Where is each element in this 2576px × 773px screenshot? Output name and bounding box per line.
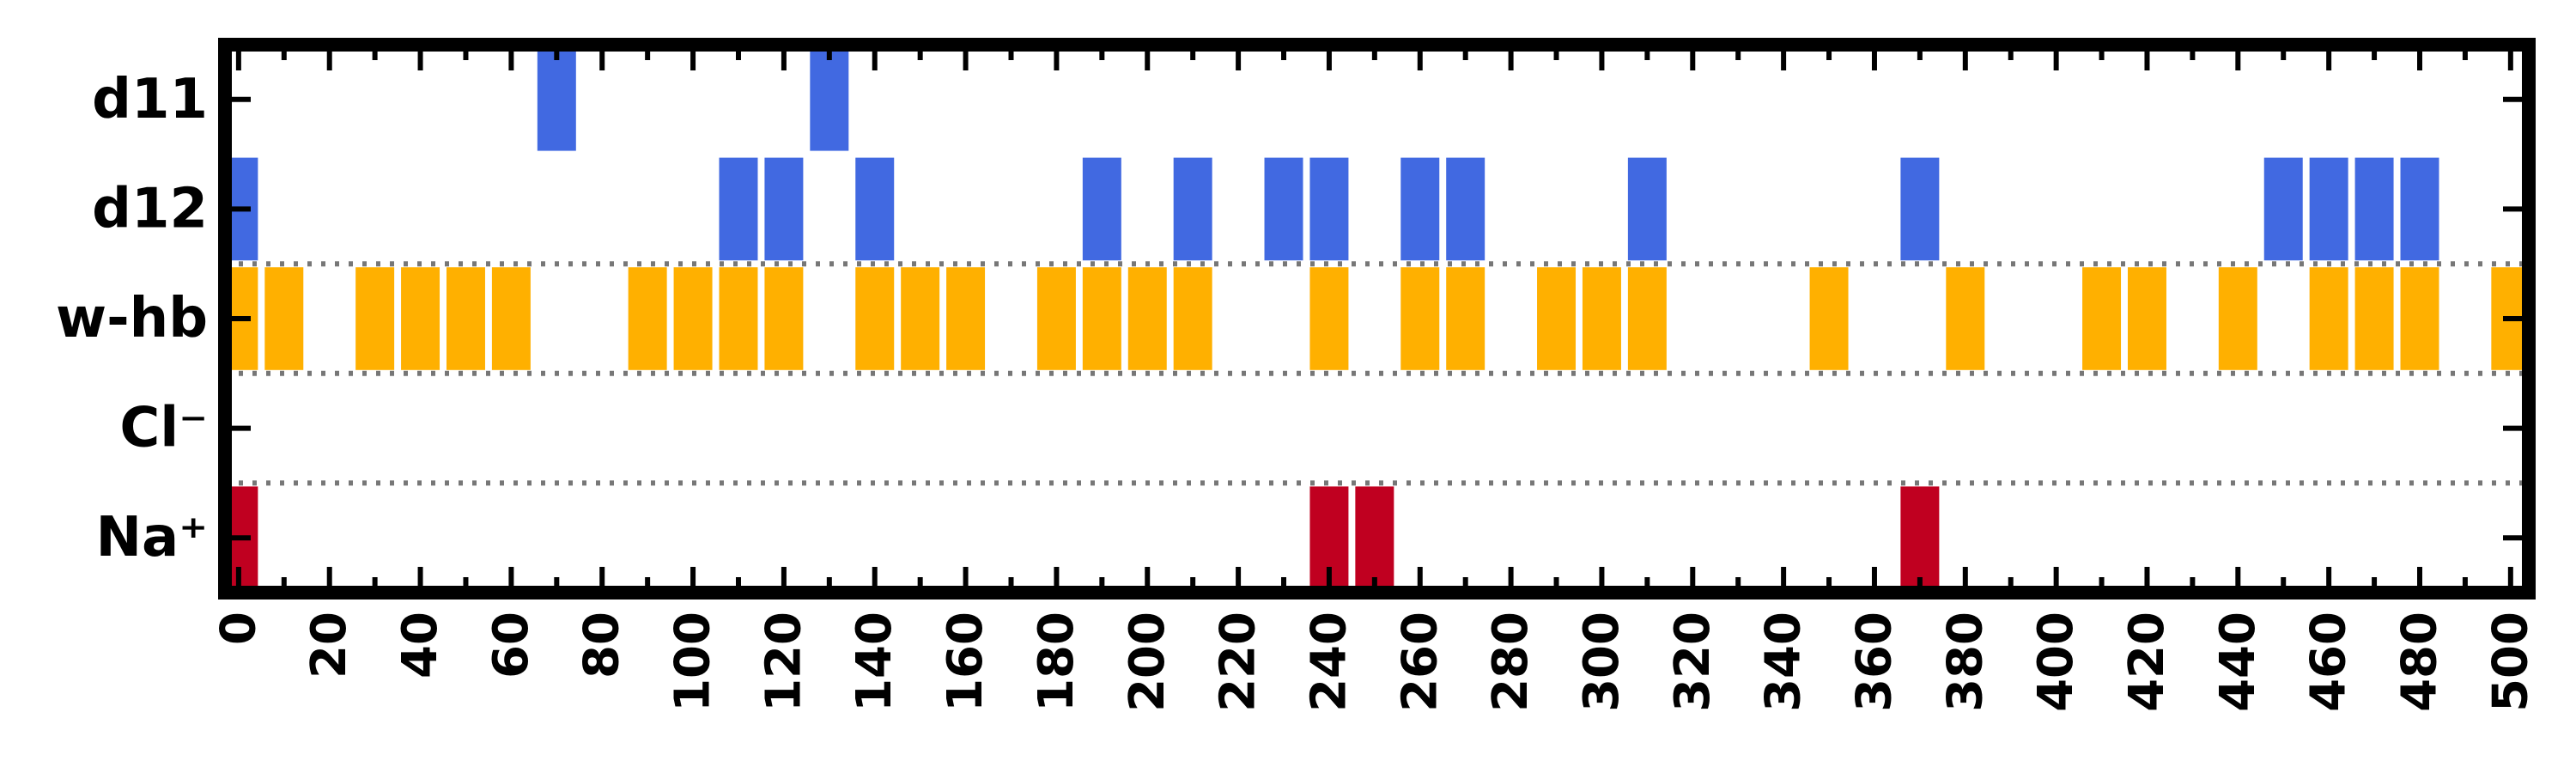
event-bar [2309,267,2348,370]
event-bar [2127,267,2166,370]
x-tick-label: 100 [665,612,721,712]
x-tick-label: 260 [1392,612,1448,712]
event-bar [1627,267,1667,370]
event-bar [1537,267,1577,370]
separator-lines [225,261,2529,486]
x-tick-label: 120 [756,612,811,712]
x-tick-label: 320 [1665,612,1721,712]
event-bar [1900,157,1940,261]
x-tick-label: 180 [1029,612,1084,712]
y-tick-label: w-hb [56,287,208,350]
event-bar [1627,157,1667,261]
event-bar [1809,267,1849,370]
event-bar [1264,157,1303,261]
x-tick-label: 340 [1756,612,1812,712]
x-tick-label: 60 [483,612,539,679]
event-bar [1355,486,1394,589]
event-bar [2354,267,2394,370]
event-bar [855,157,895,261]
x-tick-label: 220 [1211,612,1267,712]
event-bar [1946,267,1985,370]
y-tick-label: d12 [92,177,208,240]
event-bar [264,267,304,370]
event-bar [719,157,758,261]
event-bar [1446,157,1485,261]
event-bar [1036,267,1076,370]
event-bar [2400,157,2439,261]
event-bar [764,267,804,370]
event-bar [2218,267,2257,370]
x-tick-label: 280 [1483,612,1539,712]
event-bar [355,267,395,370]
x-tick-label: 440 [2210,612,2266,712]
event-bar [1173,267,1212,370]
event-bar [1127,267,1167,370]
event-bar [764,157,804,261]
x-tick-label: 360 [1846,612,1902,712]
event-bar [719,267,758,370]
event-bar [1309,267,1349,370]
event-bar [1173,157,1212,261]
x-tick-label: 200 [1120,612,1176,712]
x-tick-label: 300 [1574,612,1630,712]
x-tick-label: 420 [2119,612,2175,712]
x-tick-label: 0 [210,612,266,645]
event-bar [810,48,849,151]
y-tick-label: Na⁺ [95,506,208,569]
event-bar [1082,157,1121,261]
event-bar [1309,157,1349,261]
event-bar [673,267,713,370]
event-bar [2400,267,2439,370]
event-bar [401,267,440,370]
x-tick-label: 460 [2301,612,2357,712]
event-bar [537,48,576,151]
event-bar [2082,267,2122,370]
event-bar [901,267,940,370]
event-bar [2354,157,2394,261]
x-tick-label: 140 [847,612,902,712]
event-bar [946,267,986,370]
x-tick-label: 380 [1937,612,1993,712]
event-bar [1082,267,1121,370]
x-tick-label: 40 [392,612,448,679]
event-bar [1582,267,1621,370]
event-bar [1400,157,1440,261]
event-bar [2309,157,2348,261]
y-tick-label: d11 [92,68,208,131]
event-bar [491,267,531,370]
x-tick-label: 20 [301,612,357,679]
event-bar [1400,267,1440,370]
axis-labels: d11 d12 w-hb Cl⁻ Na⁺ 0 20 40 60 80 100 120 140 160 180… [56,68,2538,712]
x-tick-label: 160 [938,612,993,712]
x-tick-label: 480 [2391,612,2447,712]
event-bars [219,48,2530,589]
plot-frame [218,38,2536,600]
event-bar [855,267,895,370]
event-bar [2263,157,2303,261]
x-tick-label: 500 [2482,612,2538,712]
y-tick-label: Cl⁻ [119,397,208,460]
x-tick-label: 240 [1301,612,1357,712]
event-bar [628,267,667,370]
event-bar [1900,486,1940,589]
x-tick-label: 400 [2028,612,2084,712]
event-bar [446,267,485,370]
x-tick-label: 80 [574,612,630,679]
event-bar [1446,267,1485,370]
